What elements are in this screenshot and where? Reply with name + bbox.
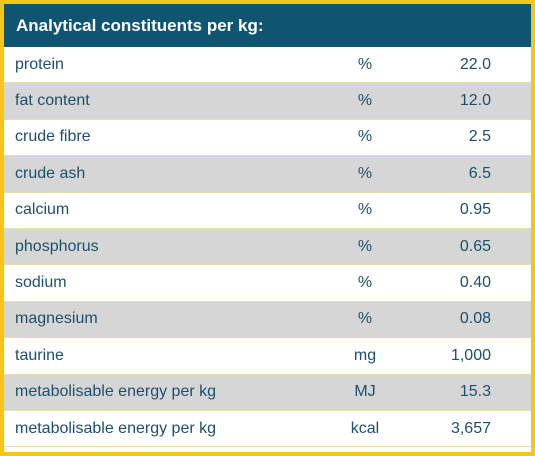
constituents-table: protein% 22.0 fat content% 12.0 crude fibre%…	[4, 47, 531, 448]
table-row: magnesium% 0.08	[4, 301, 531, 339]
constituent-value: 22.0	[401, 47, 531, 84]
table-row: taurine mg 1,000	[4, 337, 531, 375]
constituent-name: sodium	[4, 264, 329, 302]
table-row: phosphorus% 0.65	[4, 228, 531, 266]
constituent-value: 15.3	[401, 374, 531, 411]
table-row: calcium% 0.95	[4, 192, 531, 229]
constituent-name: protein	[4, 47, 329, 84]
constituent-unit: %	[329, 155, 401, 193]
constituent-value: 0.08	[401, 301, 531, 339]
constituent-unit: %	[329, 192, 401, 229]
constituent-unit: MJ	[329, 374, 401, 411]
constituent-name: crude fibre	[4, 119, 329, 157]
table-row: crude ash% 6.5	[4, 155, 531, 193]
constituent-unit: %	[329, 47, 401, 84]
constituent-name: metabolisable energy per kg	[4, 374, 329, 411]
constituent-unit: mg	[329, 337, 401, 375]
table-row: sodium% 0.40	[4, 264, 531, 302]
nutrition-table-card: Analytical constituents per kg: protein%…	[4, 4, 531, 452]
constituent-unit: %	[329, 301, 401, 339]
constituent-value: 0.95	[401, 192, 531, 229]
constituent-unit: kcal	[329, 410, 401, 448]
constituent-value: 0.65	[401, 228, 531, 266]
constituent-name: crude ash	[4, 155, 329, 193]
table-row: crude fibre% 2.5	[4, 119, 531, 157]
constituent-value: 2.5	[401, 119, 531, 157]
constituent-unit: %	[329, 119, 401, 157]
constituent-name: metabolisable energy per kg	[4, 410, 329, 448]
table-header: Analytical constituents per kg:	[4, 4, 531, 47]
constituent-name: taurine	[4, 337, 329, 375]
constituent-name: fat content	[4, 82, 329, 120]
constituent-name: phosphorus	[4, 228, 329, 266]
table-row: metabolisable energy per kg MJ 15.3	[4, 374, 531, 411]
constituent-value: 0.40	[401, 264, 531, 302]
table-title: Analytical constituents per kg:	[16, 15, 264, 35]
constituent-unit: %	[329, 228, 401, 266]
constituent-value: 3,657	[401, 410, 531, 448]
constituent-name: calcium	[4, 192, 329, 229]
constituent-unit: %	[329, 264, 401, 302]
table-row: metabolisable energy per kg kcal 3,657	[4, 410, 531, 448]
constituent-value: 12.0	[401, 82, 531, 120]
constituent-value: 6.5	[401, 155, 531, 193]
table-row: fat content% 12.0	[4, 82, 531, 120]
table-row: protein% 22.0	[4, 47, 531, 84]
constituent-name: magnesium	[4, 301, 329, 339]
constituent-value: 1,000	[401, 337, 531, 375]
constituent-unit: %	[329, 82, 401, 120]
